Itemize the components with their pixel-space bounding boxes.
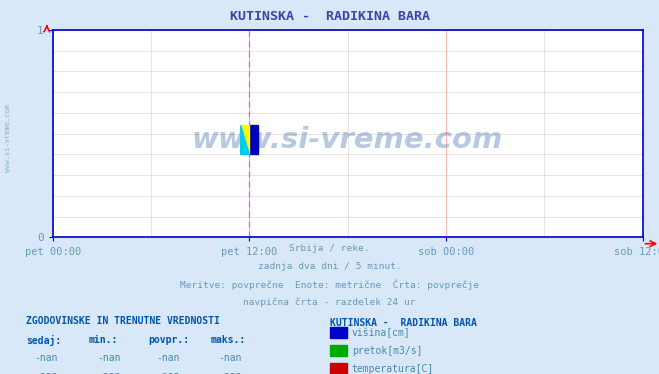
Text: -nan: -nan (219, 353, 243, 363)
Text: navpična črta - razdelek 24 ur: navpična črta - razdelek 24 ur (243, 298, 416, 307)
Text: -nan: -nan (97, 353, 121, 363)
Text: Srbija / reke.: Srbija / reke. (289, 244, 370, 253)
Text: maks.:: maks.: (211, 335, 246, 345)
Text: -nan: -nan (219, 371, 243, 374)
Text: temperatura[C]: temperatura[C] (352, 364, 434, 374)
Text: -nan: -nan (156, 371, 180, 374)
Text: -nan: -nan (97, 371, 121, 374)
Text: zadnja dva dni / 5 minut.: zadnja dva dni / 5 minut. (258, 262, 401, 271)
Text: KUTINSKA -  RADIKINA BARA: KUTINSKA - RADIKINA BARA (330, 318, 476, 328)
Polygon shape (241, 125, 249, 154)
Text: pretok[m3/s]: pretok[m3/s] (352, 346, 422, 356)
Text: Meritve: povprečne  Enote: metrične  Črta: povprečje: Meritve: povprečne Enote: metrične Črta:… (180, 280, 479, 290)
Text: KUTINSKA -  RADIKINA BARA: KUTINSKA - RADIKINA BARA (229, 10, 430, 23)
Text: višina[cm]: višina[cm] (352, 328, 411, 338)
Text: www.si-vreme.com: www.si-vreme.com (192, 126, 503, 154)
Text: ZGODOVINSKE IN TRENUTNE VREDNOSTI: ZGODOVINSKE IN TRENUTNE VREDNOSTI (26, 316, 220, 326)
Text: -nan: -nan (34, 353, 58, 363)
Polygon shape (241, 125, 249, 154)
Text: min.:: min.: (89, 335, 119, 345)
Text: -nan: -nan (156, 353, 180, 363)
Text: sedaj:: sedaj: (26, 335, 61, 346)
Bar (249, 125, 258, 154)
Text: -nan: -nan (34, 371, 58, 374)
Text: www.si-vreme.com: www.si-vreme.com (5, 104, 11, 172)
Text: povpr.:: povpr.: (148, 335, 189, 345)
